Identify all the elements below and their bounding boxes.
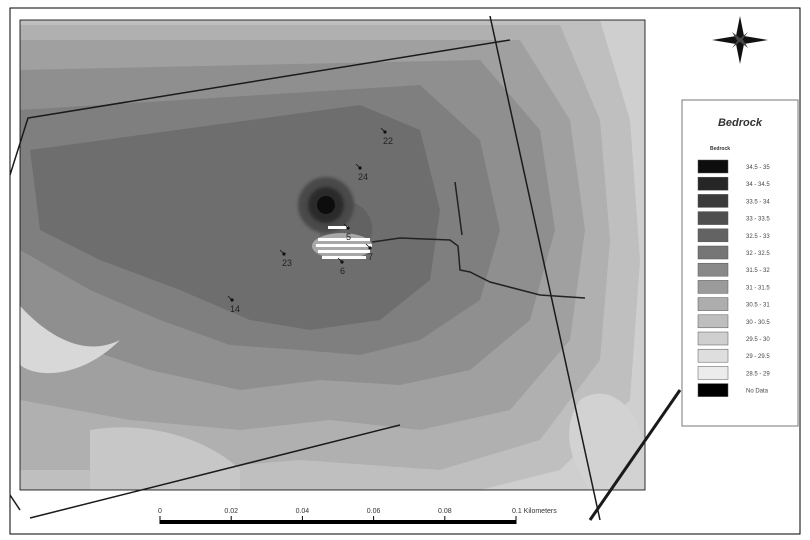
scale-tick-label: 0.04 [296, 508, 310, 515]
legend-label: 32 - 32.5 [746, 251, 770, 257]
well-labels: 22 24 5 23 7 6 14 [227, 127, 393, 314]
legend-label: 33.5 - 34 [746, 199, 770, 205]
legend-label: 33 - 33.5 [746, 217, 770, 223]
legend-label: 34.5 - 35 [746, 165, 770, 171]
legend-swatch [697, 331, 729, 346]
scale-bar: 0 0.02 0.04 0.06 0.08 0.1 Kilometers [158, 508, 557, 524]
well-label: 23 [282, 258, 292, 268]
scale-tick-label: 0.02 [224, 508, 238, 515]
legend-label: 29 - 29.5 [746, 354, 770, 360]
boundary-lines [9, 15, 682, 521]
well-label: 6 [340, 266, 345, 276]
legend-swatch [697, 314, 729, 329]
well-label: 22 [383, 136, 393, 146]
well-label: 7 [368, 252, 373, 262]
legend-swatch [697, 159, 729, 174]
well-label: 5 [346, 232, 351, 242]
legend-swatch [697, 245, 729, 260]
scale-end-label: 0.1 Kilometers [512, 508, 557, 515]
striped-anomaly [312, 226, 372, 259]
scale-tick-label: 0.08 [438, 508, 452, 515]
legend-label: 28.5 - 29 [746, 371, 770, 377]
legend-label: 31.5 - 32 [746, 268, 770, 274]
legend-swatch [697, 348, 729, 363]
well-label: 24 [358, 172, 368, 182]
legend-label: 30 - 30.5 [746, 320, 770, 326]
legend-items: 34.5 - 35 34 - 34.5 33.5 - 34 33 - 33.5 32.5… [697, 159, 770, 397]
legend-title: Bedrock [718, 117, 763, 129]
legend-swatch [697, 194, 729, 208]
scale-tick-label: 0 [158, 508, 162, 515]
legend-label: 32.5 - 33 [746, 234, 770, 240]
legend-swatch [697, 228, 729, 243]
map-neatline [19, 19, 646, 491]
legend-label: 30.5 - 31 [746, 303, 770, 309]
legend-subtitle: Bedrock [710, 146, 730, 152]
legend-swatch [697, 262, 729, 277]
legend-label: 31 - 31.5 [746, 285, 770, 291]
legend-swatch [697, 383, 729, 397]
scale-tick-label: 0.06 [367, 508, 381, 515]
well-label: 14 [230, 304, 240, 314]
legend-swatch [697, 211, 729, 225]
legend-label: 34 - 34.5 [746, 182, 770, 188]
legend-swatch [697, 176, 729, 191]
legend-swatch [697, 280, 729, 294]
stream-line [371, 181, 586, 299]
legend-swatch [697, 366, 729, 380]
contour-surface [20, 20, 645, 490]
legend-swatch [697, 297, 729, 311]
legend-label: 29.5 - 30 [746, 337, 770, 343]
compass-rose-icon [712, 16, 768, 64]
legend-label: No Data [746, 389, 769, 395]
